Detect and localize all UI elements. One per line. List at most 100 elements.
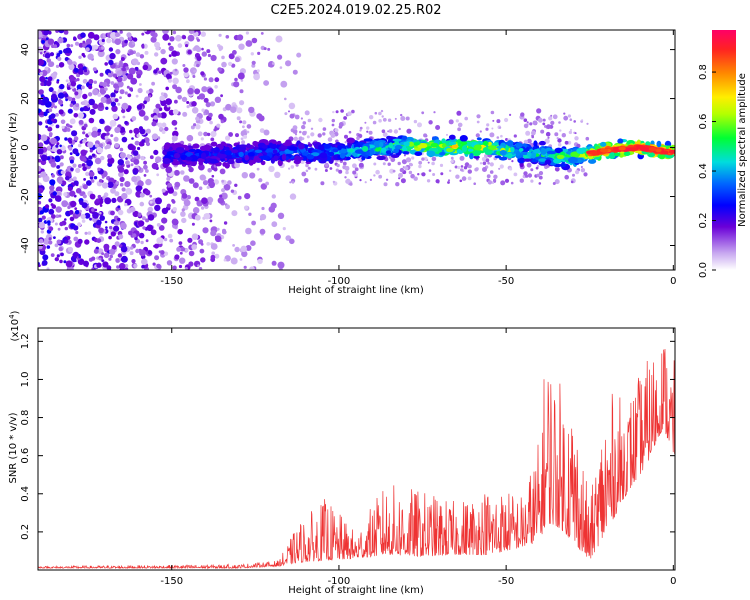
spectrum-speckle — [165, 86, 169, 91]
spectrum-speckle — [234, 246, 240, 253]
x-tick-label: -100 — [328, 276, 351, 287]
spectrum-speckle — [107, 84, 110, 87]
spectrum-speckle — [109, 225, 113, 230]
spectrum-speckle — [245, 227, 252, 235]
spectrum-ridge-cell — [379, 141, 384, 148]
spectrum-speckle — [183, 67, 189, 73]
spectrum-speckle — [98, 227, 104, 234]
spectrum-speckle — [141, 264, 145, 269]
spectrum-speckle — [94, 208, 98, 212]
spectrum-speckle — [116, 265, 120, 269]
spectrum-speckle — [366, 126, 370, 130]
spectrum-speckle — [243, 134, 248, 139]
spectrum-speckle — [432, 173, 436, 176]
spectrum-speckle — [174, 99, 178, 104]
spectrum-speckle — [196, 55, 202, 62]
spectrum-speckle — [113, 225, 120, 232]
spectrum-speckle — [66, 127, 71, 132]
spectrum-ridge-cell — [451, 144, 459, 149]
spectrum-speckle — [231, 63, 236, 68]
spectrum-speckle — [397, 161, 401, 166]
spectrum-speckle — [139, 83, 142, 86]
spectrum-speckle — [89, 193, 96, 200]
spectrum-speckle — [87, 92, 93, 97]
spectrum-speckle — [223, 258, 227, 262]
spectrum-speckle — [149, 155, 154, 160]
spectrum-speckle — [277, 212, 285, 219]
spectrum-speckle — [124, 39, 128, 44]
spectrum-speckle — [220, 120, 224, 124]
spectrum-speckle — [73, 67, 79, 73]
spectrum-speckle — [56, 254, 60, 258]
spectrum-speckle — [405, 116, 410, 121]
spectrum-speckle — [84, 212, 91, 219]
spectrum-speckle — [190, 125, 195, 130]
spectrum-speckle — [206, 242, 211, 246]
spectrum-speckle — [382, 117, 387, 122]
spectrum-ridge-cell — [506, 140, 514, 147]
spectrum-speckle — [109, 248, 116, 255]
spectrum-speckle — [109, 254, 114, 259]
spectrum-speckle — [271, 194, 276, 199]
snr-xlabel: Height of straight line (km) — [288, 585, 424, 596]
spectrum-speckle — [476, 120, 480, 124]
spectrum-speckle — [210, 137, 215, 142]
spectrum-speckle — [292, 69, 298, 75]
spectrum-speckle — [455, 119, 459, 123]
spectrum-speckle — [136, 134, 140, 138]
spectrum-speckle — [46, 220, 51, 225]
spectrum-ridge-cell — [499, 150, 507, 156]
spectrum-speckle — [57, 92, 65, 99]
spectrum-ridge-cell — [600, 141, 607, 147]
spectrogram-ticks: -150 -100 -50 0 -40 -20 0 20 40 — [20, 30, 677, 287]
spectrum-speckle — [42, 96, 50, 104]
spectrum-speckle — [38, 200, 42, 205]
spectrum-speckle — [47, 38, 55, 45]
spectrum-speckle — [482, 161, 487, 166]
spectrum-speckle — [38, 222, 46, 229]
colorbar-tick-label: 0.8 — [698, 64, 709, 80]
spectrum-speckle — [324, 162, 329, 167]
spectrum-speckle — [54, 155, 61, 163]
spectrum-speckle — [48, 108, 53, 113]
spectrum-speckle — [138, 232, 145, 239]
spectrum-speckle — [68, 210, 74, 215]
spectrum-speckle — [373, 162, 377, 166]
spectrum-speckle — [557, 138, 562, 143]
spectrum-ridge-cell — [323, 143, 331, 149]
spectrum-speckle — [499, 164, 504, 169]
spectrum-speckle — [180, 246, 186, 252]
spectrum-speckle — [141, 44, 145, 48]
spectrum-speckle — [221, 55, 225, 60]
spectrum-speckle — [476, 114, 481, 119]
spectrum-ridge-cell — [239, 144, 247, 148]
spectrum-speckle — [121, 45, 125, 48]
spectrum-ridge-cell — [612, 147, 620, 152]
spectrum-speckle — [548, 116, 553, 121]
spectrum-speckle — [267, 47, 271, 51]
spectrum-speckle — [352, 170, 357, 175]
spectrum-speckle — [382, 132, 388, 138]
spectrum-ridge-cell — [244, 154, 250, 161]
spectrum-speckle — [188, 261, 194, 267]
spectrum-speckle — [56, 149, 63, 155]
spectrum-speckle — [197, 264, 200, 267]
spectrum-speckle — [499, 126, 502, 129]
spectrum-speckle — [460, 168, 464, 172]
spectrum-speckle — [89, 176, 94, 180]
spectrum-speckle — [233, 81, 240, 88]
spectrum-speckle — [38, 68, 41, 73]
spectrum-speckle — [171, 200, 176, 204]
spectrum-speckle — [493, 178, 497, 182]
spectrum-speckle — [198, 93, 206, 100]
spectrum-speckle — [131, 259, 136, 264]
spectrum-speckle — [330, 133, 336, 138]
spectrum-speckle — [92, 88, 99, 96]
spectrum-speckle — [99, 204, 103, 207]
spectrum-speckle — [158, 225, 165, 231]
spectrum-speckle — [207, 88, 214, 95]
spectrum-speckle — [60, 252, 64, 257]
spectrum-speckle — [547, 136, 550, 139]
spectrum-speckle — [188, 250, 195, 257]
spectrum-speckle — [59, 155, 64, 160]
